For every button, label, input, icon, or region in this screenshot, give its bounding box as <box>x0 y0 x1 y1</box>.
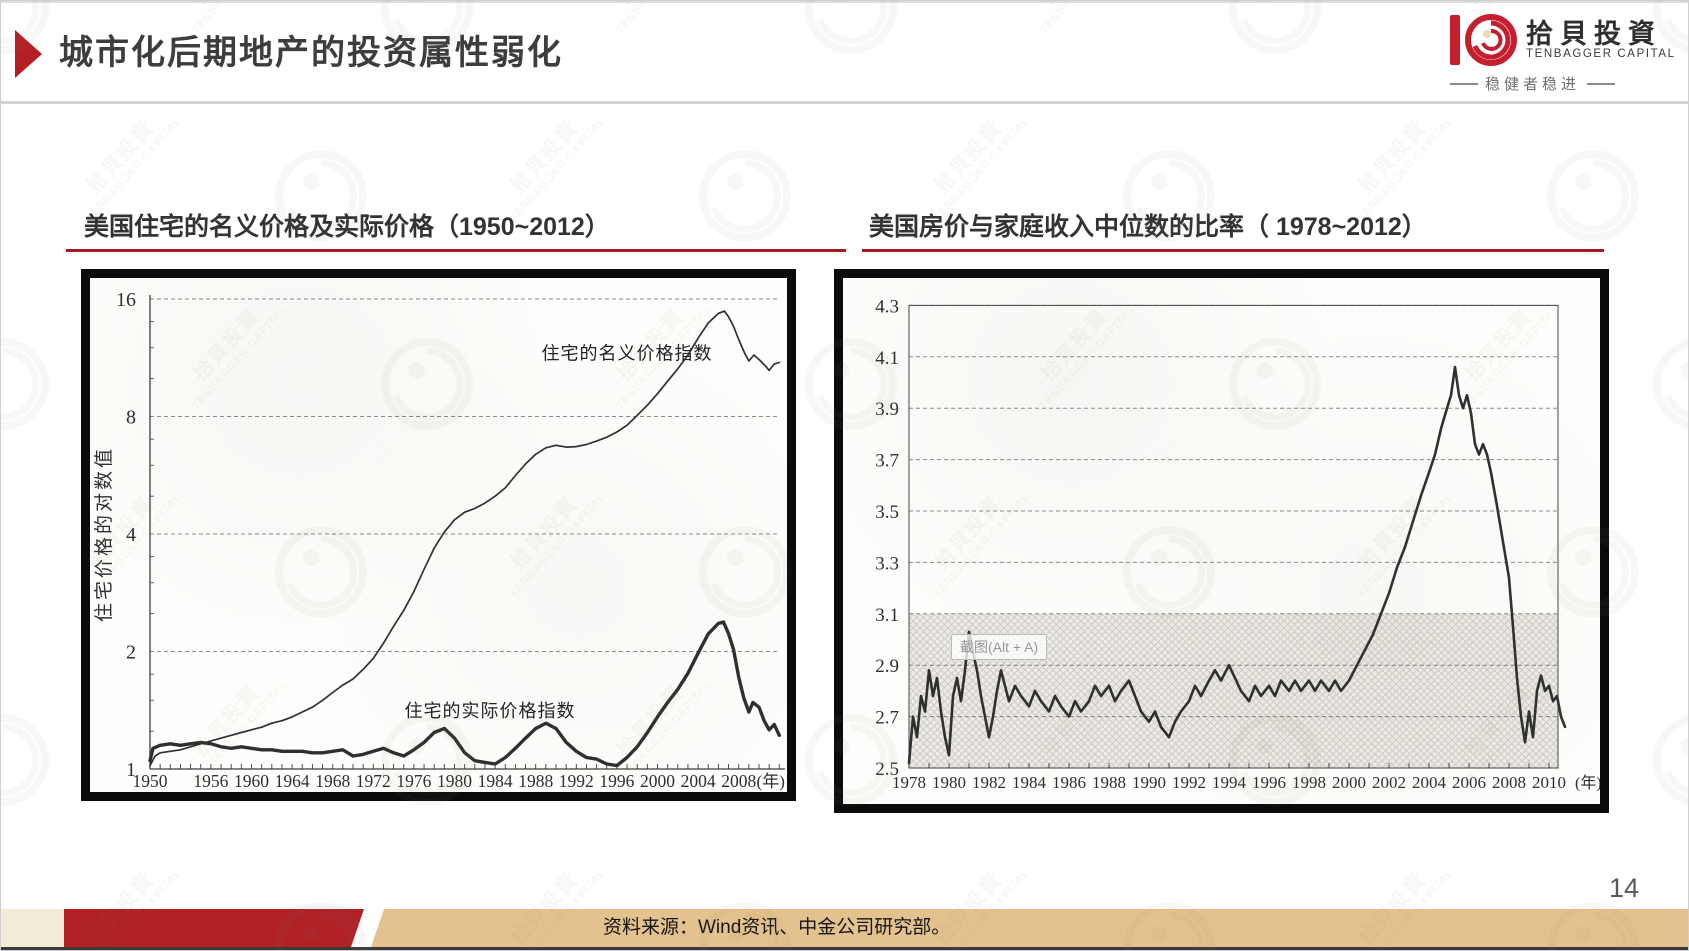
svg-text:1998: 1998 <box>1292 773 1326 792</box>
right-chart-title-underline <box>862 249 1604 252</box>
svg-text:2002: 2002 <box>1372 773 1406 792</box>
svg-text:2.5: 2.5 <box>875 759 899 780</box>
svg-text:1968: 1968 <box>315 771 350 791</box>
svg-text:8: 8 <box>126 407 136 429</box>
svg-text:1984: 1984 <box>1012 773 1047 792</box>
watermark-logo-icon <box>1541 144 1645 253</box>
svg-text:1: 1 <box>126 759 136 781</box>
svg-text:1996: 1996 <box>1252 773 1286 792</box>
svg-text:2008: 2008 <box>1492 773 1526 792</box>
svg-text:1950: 1950 <box>133 771 168 791</box>
svg-text:1982: 1982 <box>972 773 1006 792</box>
svg-text:(年): (年) <box>1575 774 1600 792</box>
svg-text:住宅价格的对数值: 住宅价格的对数值 <box>93 446 115 622</box>
logo-bar-one <box>1450 15 1460 65</box>
watermark-logo-icon <box>1647 708 1688 817</box>
page-number: 14 <box>1609 873 1640 903</box>
watermark-logo-icon <box>1 332 55 441</box>
left-chart-title-underline <box>66 249 846 252</box>
svg-text:2008: 2008 <box>721 771 756 791</box>
tagline-dash-right <box>1587 82 1616 85</box>
svg-text:2010: 2010 <box>1532 773 1566 792</box>
svg-text:1996: 1996 <box>599 771 634 791</box>
svg-text:1978: 1978 <box>892 773 926 792</box>
svg-text:1976: 1976 <box>396 771 431 791</box>
header-divider <box>1 101 1688 104</box>
logo-tagline: 稳健者稳进 <box>1450 73 1640 94</box>
svg-text:4.1: 4.1 <box>875 348 899 369</box>
watermark-logo-icon <box>1 708 55 817</box>
svg-text:1992: 1992 <box>559 771 594 791</box>
svg-text:16: 16 <box>116 289 136 311</box>
right-chart-title: 美国房价与家庭收入中位数的比率（ 1978~2012） <box>869 213 1427 241</box>
svg-text:2004: 2004 <box>1412 773 1447 792</box>
svg-text:3.1: 3.1 <box>875 605 899 626</box>
svg-text:1980: 1980 <box>932 773 966 792</box>
title-accent-triangle-icon <box>15 30 42 78</box>
page-title: 城市化后期地产的投资属性弱化 <box>59 34 563 72</box>
watermark-logo-icon <box>799 1 903 65</box>
logo-name-en: TENBAGGER CAPITAL <box>1526 48 1676 61</box>
svg-text:1992: 1992 <box>1172 773 1206 792</box>
svg-text:1988: 1988 <box>518 771 553 791</box>
svg-text:1986: 1986 <box>1052 773 1086 792</box>
svg-text:2: 2 <box>126 642 136 664</box>
svg-text:住宅的实际价格指数: 住宅的实际价格指数 <box>405 701 576 721</box>
svg-text:(年): (年) <box>757 772 785 791</box>
svg-text:1994: 1994 <box>1212 773 1247 792</box>
svg-text:3.5: 3.5 <box>875 502 899 523</box>
svg-text:3.3: 3.3 <box>875 553 899 574</box>
logo-icon <box>1450 13 1518 67</box>
footer-cream-block <box>1 909 64 947</box>
svg-text:4.3: 4.3 <box>875 296 899 317</box>
svg-text:2000: 2000 <box>640 771 675 791</box>
left-chart-title: 美国住宅的名义价格及实际价格（1950~2012） <box>84 213 610 241</box>
svg-text:3.9: 3.9 <box>875 399 899 420</box>
svg-text:1964: 1964 <box>275 771 310 791</box>
footer-source-text: 资料来源：Wind资讯、中金公司研究部。 <box>603 917 951 938</box>
tagline-dash-left <box>1450 82 1478 85</box>
svg-text:1960: 1960 <box>234 771 269 791</box>
svg-text:1980: 1980 <box>437 771 472 791</box>
company-logo: 拾貝投資 TENBAGGER CAPITAL 稳健者稳进 <box>1450 13 1674 94</box>
svg-text:4: 4 <box>126 524 136 546</box>
footer-tan-block <box>371 909 1688 947</box>
svg-text:2.7: 2.7 <box>875 708 899 729</box>
svg-text:1988: 1988 <box>1092 773 1126 792</box>
svg-text:1972: 1972 <box>356 771 391 791</box>
svg-text:2.9: 2.9 <box>875 656 899 677</box>
footer-red-block <box>64 909 364 947</box>
svg-text:住宅的名义价格指数: 住宅的名义价格指数 <box>542 343 713 363</box>
footer-bar: 资料来源：Wind资讯、中金公司研究部。 <box>1 909 1688 947</box>
svg-text:1990: 1990 <box>1132 773 1166 792</box>
watermark-logo-icon <box>1647 332 1688 441</box>
left-chart-frame: 16 8 4 2 1 1950 1956 1960 1964 1968 1972 1976 1980 19… <box>81 269 796 801</box>
right-chart-frame: 4.3 4.1 3.9 3.7 3.5 3.3 3.1 2.9 2.7 2.5 1978 1980 19… <box>834 269 1609 813</box>
footer-bottom-line <box>1 947 1688 950</box>
screenshot-hotkey-tooltip: 截图(Alt + A) <box>951 634 1048 660</box>
svg-text:3.7: 3.7 <box>875 451 899 472</box>
svg-text:2004: 2004 <box>681 771 716 791</box>
watermark-logo-icon <box>1223 1 1327 65</box>
logo-name-cn: 拾貝投資 <box>1526 18 1662 49</box>
svg-text:1984: 1984 <box>478 771 513 791</box>
svg-text:1956: 1956 <box>193 771 228 791</box>
slide-top-rule <box>1 1 1688 3</box>
svg-text:2000: 2000 <box>1332 773 1366 792</box>
svg-text:2006: 2006 <box>1452 773 1486 792</box>
watermark-logo-icon <box>693 144 797 253</box>
